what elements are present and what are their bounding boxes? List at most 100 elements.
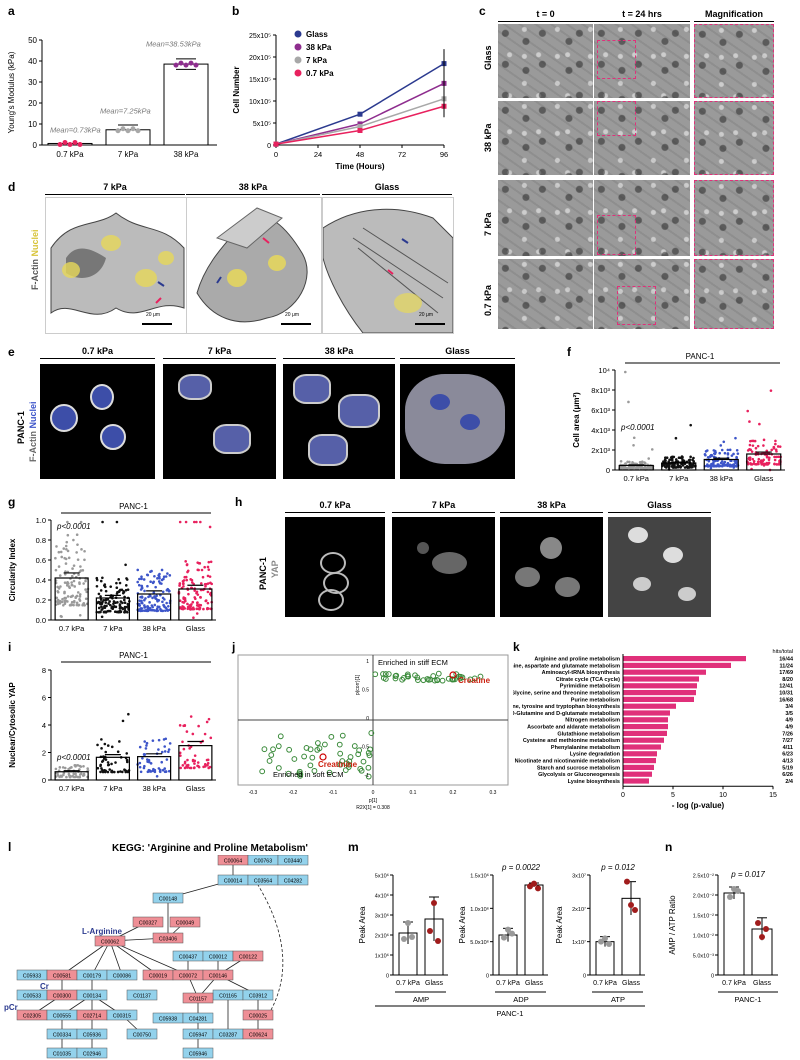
data-point [60, 775, 64, 778]
phase-image-7kpa-t24 [594, 180, 690, 256]
pathway-bar [623, 751, 657, 757]
pathway-label: Glycine, serine and threonine metabolism [513, 691, 620, 697]
data-point [143, 740, 147, 743]
pathway-hits: 10/31 [779, 691, 793, 697]
data-point [99, 595, 102, 598]
x-tick-label: 38 kPa [142, 784, 166, 793]
data-point [162, 575, 166, 579]
data-point [647, 457, 651, 460]
kegg-node-label: C00072 [179, 974, 197, 980]
y-tick-label: 40 [28, 57, 37, 66]
data-point [650, 448, 654, 451]
data-point [98, 601, 102, 604]
metabolite-point [471, 675, 478, 682]
data-point [120, 126, 126, 132]
data-point [96, 743, 99, 747]
data-point [104, 750, 108, 754]
data-point [712, 455, 716, 459]
pathway-label: Aminoacyl-tRNA biosynthesis [542, 670, 620, 676]
panel-d-side-nuclei: Nuclei [30, 229, 40, 257]
data-point [143, 604, 146, 607]
data-point [101, 576, 104, 580]
data-point [143, 606, 146, 609]
data-point [60, 600, 64, 604]
panel-label-g: g [8, 495, 16, 509]
kegg-node-label: C03287 [219, 1033, 237, 1039]
data-point [195, 520, 198, 524]
kegg-node-label: C00086 [113, 974, 131, 980]
data-point [79, 565, 82, 568]
data-point [648, 466, 651, 470]
data-point [762, 464, 766, 467]
data-point [116, 750, 120, 754]
pathway-bar [623, 710, 670, 716]
data-point [713, 464, 717, 468]
data-point [501, 934, 507, 941]
p-value: p = 0.017 [730, 870, 765, 879]
panel-n-chart: 0 5.0x10⁻³ 1.0x10⁻² 1.5x10⁻² 2.0x10⁻² 2.5x10⁻… [668, 870, 778, 1004]
data-point [162, 738, 166, 741]
data-point [182, 579, 186, 582]
panel-c-row-38kpa: 38 kPa [483, 123, 493, 152]
metabolite-point [414, 674, 421, 681]
metabolite-point [309, 754, 316, 761]
x-tick-label: 48 [356, 150, 364, 159]
data-point [757, 462, 760, 466]
data-point [640, 466, 644, 470]
data-point [203, 765, 207, 768]
pathway-label: Nitrogen metabolism [565, 718, 620, 724]
data-point [63, 556, 66, 560]
x-tick-label: Glass [186, 624, 205, 633]
data-point [663, 460, 667, 463]
data-point [86, 767, 89, 770]
data-point [121, 606, 124, 610]
data-point [137, 583, 141, 587]
y-tick-label: -0.5 [360, 745, 369, 751]
y-axis-label: AMP / ATP Ratio [668, 895, 677, 955]
magnified-image-7kpa [694, 180, 774, 256]
data-point [676, 465, 680, 468]
metabolite-point [347, 754, 354, 760]
pathway-bar [623, 724, 668, 730]
data-point [184, 560, 187, 563]
data-point [146, 605, 150, 608]
data-point [125, 752, 129, 755]
x-tick-label: 24 [314, 150, 322, 159]
data-point [106, 744, 110, 747]
data-point [724, 463, 728, 467]
data-point [63, 602, 67, 606]
scale-bar-d-38kpa: 20 μm [285, 312, 299, 318]
y-tick-label: 0.6 [36, 556, 46, 565]
data-point [776, 455, 780, 459]
pathway-label: Lysine biosynthesis [568, 779, 620, 785]
metabolite-point [266, 758, 273, 764]
data-point [58, 766, 62, 769]
data-point [200, 568, 204, 572]
data-point [61, 597, 64, 601]
data-point [151, 581, 155, 585]
data-point [157, 738, 161, 742]
data-point [55, 545, 58, 548]
data-point [627, 466, 631, 470]
data-point [115, 581, 118, 585]
pathway-label: Glycolysis or Gluconeogenesis [538, 772, 620, 778]
data-point [704, 453, 707, 457]
pathway-bar [623, 669, 706, 675]
legend-label: 38 kPa [306, 43, 332, 52]
p-value: p<0.0001 [56, 753, 91, 762]
data-point [191, 759, 195, 763]
y-tick-label: 3x10⁷ [572, 873, 586, 880]
data-point [140, 599, 143, 603]
data-point [83, 603, 86, 607]
y-tick-label: 25x10⁵ [249, 33, 271, 40]
panel-e-side-nuclei: Nuclei [28, 401, 38, 429]
bar [95, 756, 130, 781]
data-point [110, 606, 114, 609]
data-point [748, 420, 751, 423]
data-point [193, 766, 196, 769]
metabolite-point [311, 767, 318, 774]
kegg-node-label: C04282 [284, 879, 302, 885]
x-tick-label: 0.7 kPa [56, 150, 84, 159]
data-point [678, 465, 682, 468]
data-point [671, 463, 674, 467]
